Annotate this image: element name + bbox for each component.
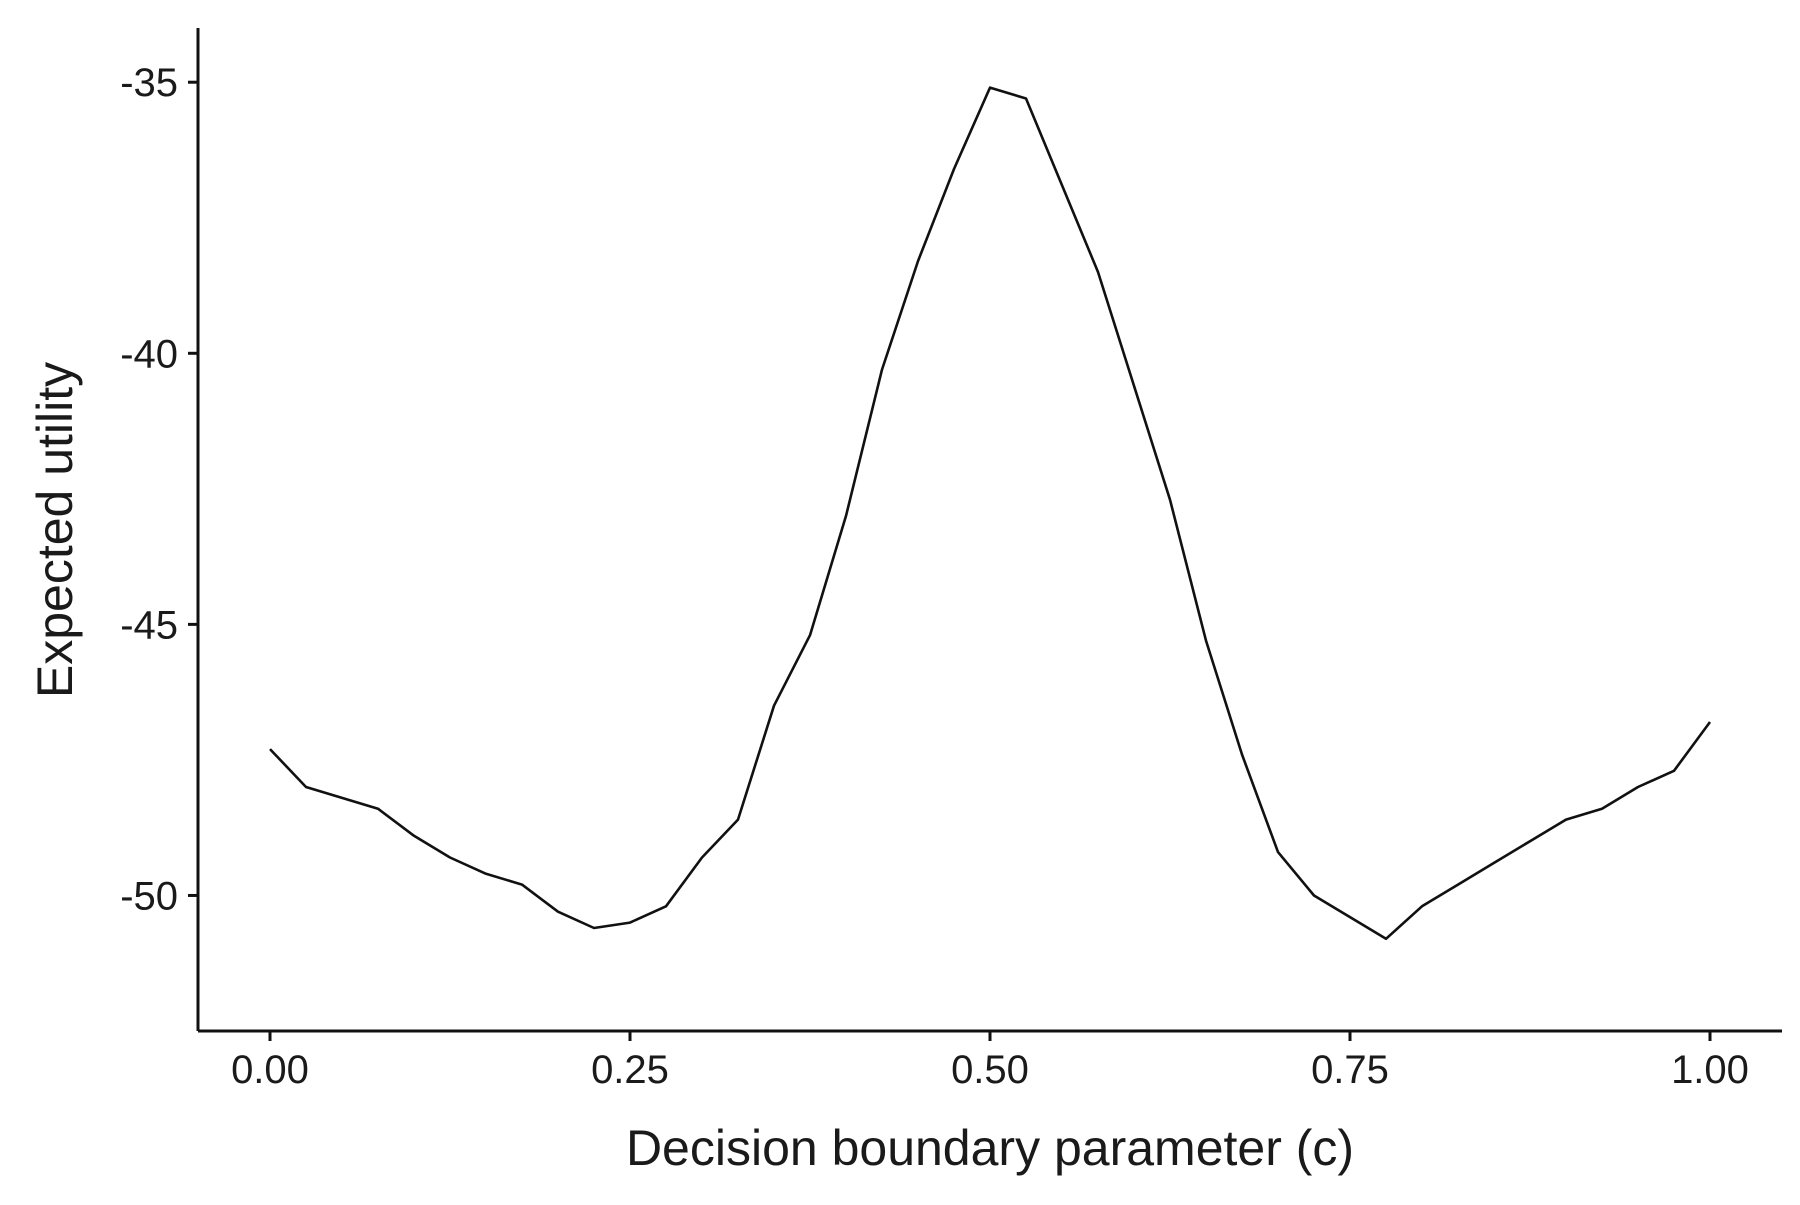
y-tick-label: -40 <box>120 332 178 376</box>
x-axis-title: Decision boundary parameter (c) <box>626 1120 1354 1176</box>
x-tick-label: 0.25 <box>591 1048 669 1092</box>
x-tick-label: 0.75 <box>1311 1048 1389 1092</box>
x-tick-label: 0.00 <box>231 1048 309 1092</box>
series-group <box>269 86 1712 941</box>
y-ticks: -50 -45 -40 -35 <box>120 61 198 918</box>
x-tick-label: 0.50 <box>951 1048 1029 1092</box>
x-ticks: 0.00 0.25 0.50 0.75 1.00 <box>231 1031 1749 1092</box>
series-line <box>269 86 1712 941</box>
y-tick-label: -45 <box>120 603 178 647</box>
axes <box>196 28 1782 1033</box>
x-tick-label: 1.00 <box>1671 1048 1749 1092</box>
y-tick-label: -50 <box>120 874 178 918</box>
y-tick-label: -35 <box>120 61 178 105</box>
y-axis-title: Expected utility <box>27 362 83 698</box>
